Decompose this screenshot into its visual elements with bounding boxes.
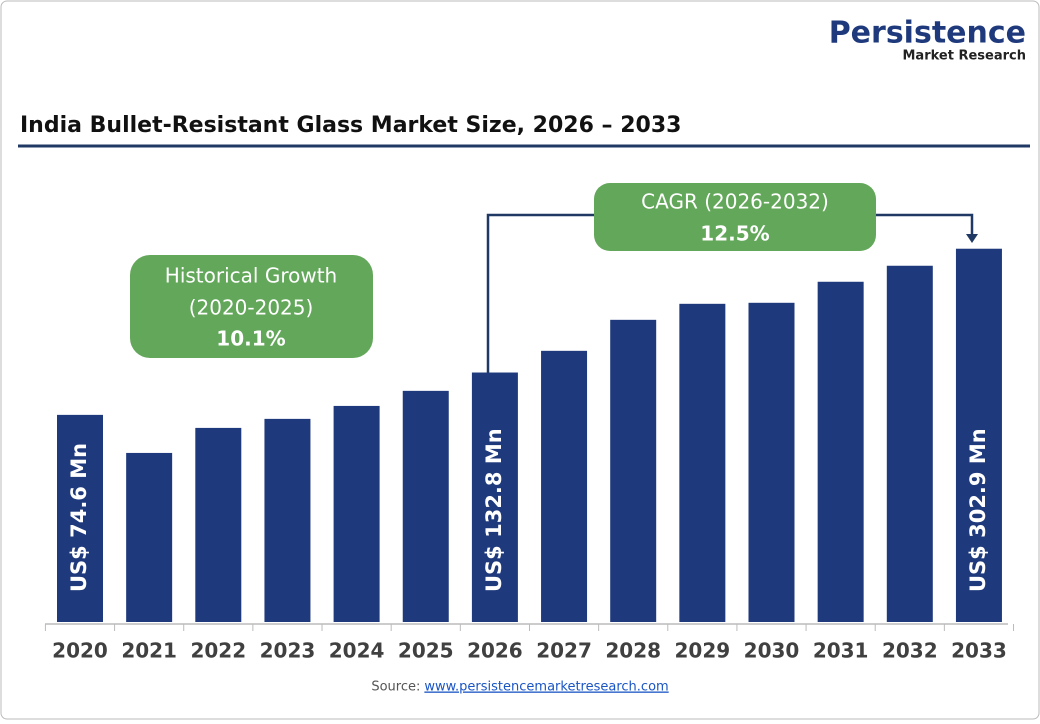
source-label: Source: bbox=[371, 680, 420, 695]
value-label: US$ 132.8 Mn bbox=[482, 428, 506, 592]
bar bbox=[541, 350, 588, 622]
bar bbox=[264, 418, 311, 622]
bar bbox=[955, 248, 1002, 622]
annotation-box bbox=[594, 183, 876, 251]
bar bbox=[333, 405, 380, 622]
x-tick-label: 2026 bbox=[467, 639, 523, 663]
bar bbox=[195, 427, 242, 622]
arrow-head bbox=[966, 234, 978, 243]
x-tick-label: 2020 bbox=[52, 639, 108, 663]
source-link[interactable]: www.persistencemarketresearch.com bbox=[424, 680, 668, 695]
chart-title: India Bullet-Resistant Glass Market Size… bbox=[20, 113, 681, 138]
bar bbox=[57, 414, 103, 622]
x-tick-label: 2021 bbox=[121, 639, 177, 663]
annotation-text: 12.5% bbox=[700, 222, 769, 246]
value-label: US$ 302.9 Mn bbox=[966, 428, 990, 592]
annotation-text: CAGR (2026-2032) bbox=[641, 190, 829, 214]
bar bbox=[610, 319, 657, 622]
annotation-box bbox=[130, 255, 373, 358]
bar bbox=[817, 281, 864, 622]
x-tick-label: 2031 bbox=[813, 639, 869, 663]
x-tick-label: 2024 bbox=[329, 639, 385, 663]
bar bbox=[679, 303, 726, 622]
annotation-text: 10.1% bbox=[216, 327, 285, 351]
logo-name: Persistence bbox=[829, 16, 1026, 51]
bar bbox=[886, 265, 933, 622]
logo-tagline: Market Research bbox=[903, 49, 1027, 64]
bar bbox=[402, 390, 449, 622]
bar bbox=[748, 302, 795, 622]
x-tick-label: 2025 bbox=[398, 639, 454, 663]
x-tick-label: 2030 bbox=[744, 639, 800, 663]
x-tick-label: 2022 bbox=[190, 639, 246, 663]
x-tick-label: 2029 bbox=[675, 639, 731, 663]
x-tick-label: 2023 bbox=[260, 639, 316, 663]
x-tick-label: 2033 bbox=[951, 639, 1007, 663]
bar bbox=[126, 452, 173, 622]
x-tick-label: 2027 bbox=[536, 639, 592, 663]
annotation-text: Historical Growth bbox=[165, 264, 337, 288]
annotation-text: (2020-2025) bbox=[189, 296, 314, 320]
bar bbox=[471, 372, 518, 622]
x-tick-label: 2032 bbox=[882, 639, 938, 663]
x-tick-label: 2028 bbox=[605, 639, 661, 663]
value-label: US$ 74.6 Mn bbox=[67, 443, 91, 592]
